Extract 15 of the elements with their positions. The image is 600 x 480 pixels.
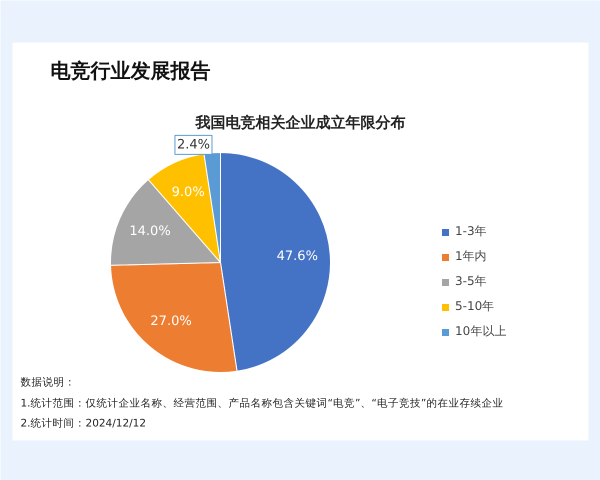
text: 数据说明： bbox=[20, 376, 76, 388]
data-label: 27.0% bbox=[150, 314, 192, 330]
data-label: 47.6% bbox=[276, 249, 318, 264]
legend-label: 10年以上 bbox=[455, 323, 506, 340]
legend-label: 1年内 bbox=[455, 248, 487, 265]
data-label: 9.0% bbox=[172, 185, 205, 200]
legend-label: 3-5年 bbox=[455, 273, 487, 290]
text: 1.统计范围：仅统计企业名称、经营范围、产品名称包含关键词“电竞”、“电子竞技”的在业存续企业 bbox=[20, 396, 504, 410]
legend-label: 5-10年 bbox=[455, 298, 494, 315]
text: 2.统计时间：2024/12/12 bbox=[20, 416, 146, 430]
data-label: 14.0% bbox=[129, 224, 171, 239]
legend-label: 1-3年 bbox=[455, 223, 487, 240]
chart-subtitle: 我国电竞相关企业成立年限分布 bbox=[194, 114, 406, 132]
chart-title: 电竞行业发展报告 bbox=[50, 58, 210, 82]
data-label: 2.4% bbox=[176, 137, 210, 152]
